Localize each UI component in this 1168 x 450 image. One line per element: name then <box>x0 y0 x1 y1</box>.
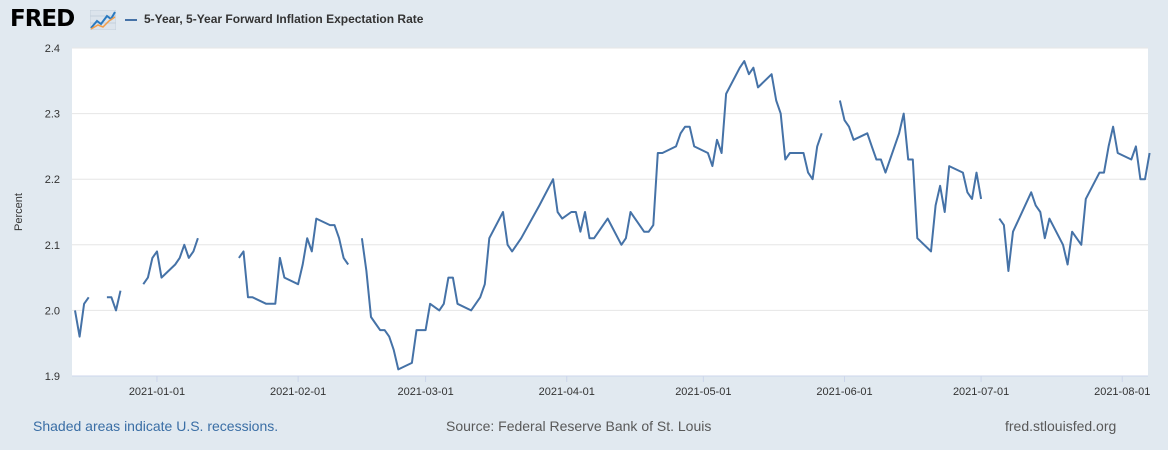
chart-header: FRED 5-Year, 5-Year Forward Inflation Ex… <box>0 0 1168 40</box>
y-tick-label: 1.9 <box>45 371 60 383</box>
x-tick-label: 2021-05-01 <box>675 386 731 398</box>
x-tick-label: 2021-04-01 <box>539 386 595 398</box>
series-line-segment[interactable] <box>106 290 122 312</box>
series-line-segment[interactable] <box>238 217 350 305</box>
legend-label: 5-Year, 5-Year Forward Inflation Expecta… <box>144 12 424 26</box>
series-line-segment[interactable] <box>998 125 1151 272</box>
series-line-segment[interactable] <box>360 60 823 371</box>
site-link[interactable]: fred.stlouisfed.org <box>1005 418 1117 434</box>
legend-swatch <box>125 19 137 21</box>
y-axis: 1.9 2.0 2.1 2.2 2.3 2.4 <box>45 43 60 383</box>
recessions-note: Shaded areas indicate U.S. recessions. <box>33 418 279 434</box>
plot-area <box>72 48 1148 376</box>
x-tick-label: 2021-06-01 <box>816 386 872 398</box>
x-tick-label: 2021-02-01 <box>270 386 326 398</box>
source-note: Source: Federal Reserve Bank of St. Loui… <box>446 418 712 434</box>
y-tick-label: 2.3 <box>45 109 60 121</box>
y-tick-label: 2.4 <box>45 43 60 55</box>
x-tick-label: 2021-01-01 <box>129 386 185 398</box>
series-layer <box>74 60 1151 371</box>
x-tick-label: 2021-03-01 <box>397 386 453 398</box>
series-line-segment[interactable] <box>142 237 199 285</box>
x-tick-label: 2021-08-01 <box>1094 386 1150 398</box>
fred-logo[interactable]: FRED <box>10 6 75 32</box>
x-tick-label: 2021-07-01 <box>953 386 1009 398</box>
series-line-segment[interactable] <box>838 100 983 253</box>
y-axis-title: Percent <box>13 193 25 231</box>
y-tick-label: 2.1 <box>45 240 60 252</box>
line-chart-icon <box>90 10 116 30</box>
series-line-segment[interactable] <box>74 296 90 338</box>
y-tick-label: 2.0 <box>45 305 60 317</box>
y-tick-label: 2.2 <box>45 174 60 186</box>
x-axis: 2021-01-01 2021-02-01 2021-03-01 2021-04-01… <box>72 375 1150 398</box>
